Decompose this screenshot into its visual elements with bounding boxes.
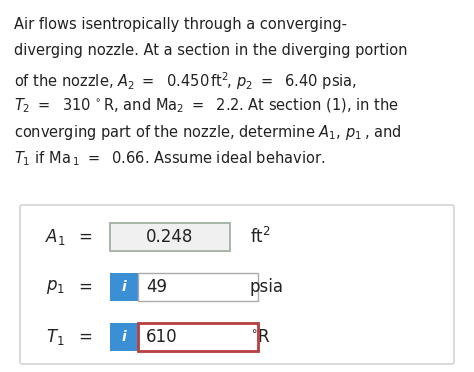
FancyBboxPatch shape — [138, 273, 258, 301]
Text: psia: psia — [250, 278, 284, 296]
FancyBboxPatch shape — [20, 205, 454, 364]
FancyBboxPatch shape — [110, 273, 138, 301]
FancyBboxPatch shape — [110, 323, 138, 351]
Text: $T_2\ =\ \ 310\,^\circ\mathrm{R}$, and $\mathrm{Ma}_2\ =\ \ 2.2$. At section (1): $T_2\ =\ \ 310\,^\circ\mathrm{R}$, and $… — [14, 96, 399, 115]
Text: converging part of the nozzle, determine $A_1,\,p_1\,$, and: converging part of the nozzle, determine… — [14, 123, 401, 142]
Text: Air flows isentropically through a converging-: Air flows isentropically through a conve… — [14, 17, 347, 32]
Text: i: i — [122, 280, 127, 294]
Text: =: = — [78, 328, 92, 346]
Text: =: = — [78, 278, 92, 296]
FancyBboxPatch shape — [110, 223, 230, 251]
Text: $T_1$: $T_1$ — [46, 327, 64, 347]
Text: 610: 610 — [146, 328, 178, 346]
Text: diverging nozzle. At a section in the diverging portion: diverging nozzle. At a section in the di… — [14, 44, 408, 58]
Text: $p_1$: $p_1$ — [46, 278, 64, 296]
Text: $A_1$: $A_1$ — [45, 227, 65, 247]
Text: $T_1$ if Ma$\,_1\ =\ \ 0.66$. Assume ideal behavior.: $T_1$ if Ma$\,_1\ =\ \ 0.66$. Assume ide… — [14, 150, 325, 168]
Text: 49: 49 — [146, 278, 167, 296]
Text: i: i — [122, 330, 127, 344]
Text: $^{\circ}$R: $^{\circ}$R — [250, 328, 271, 346]
Text: of the nozzle, $A_2\ =\ \ 0.450\,\mathrm{ft}^2\!,\,p_2\ =\ \ 6.40$ psia,: of the nozzle, $A_2\ =\ \ 0.450\,\mathrm… — [14, 70, 357, 92]
Text: 0.248: 0.248 — [146, 228, 194, 246]
Text: =: = — [78, 228, 92, 246]
Text: ft$^2$: ft$^2$ — [250, 227, 271, 247]
FancyBboxPatch shape — [138, 323, 258, 351]
